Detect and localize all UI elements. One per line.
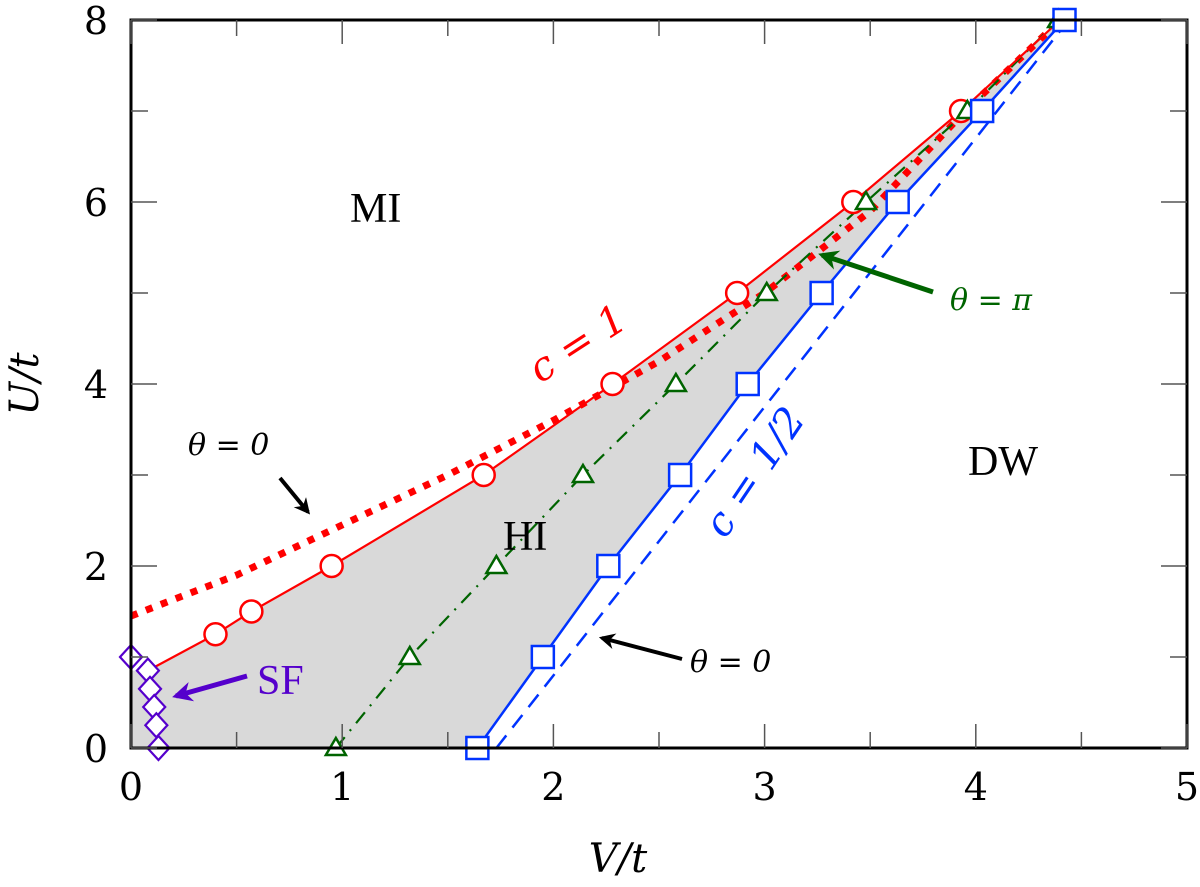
triangle-marker <box>853 189 879 211</box>
y-tick-label: 8 <box>84 0 108 43</box>
y-tick-label: 4 <box>84 363 108 407</box>
y-tick-label: 2 <box>84 545 108 589</box>
label-hi: HI <box>503 514 547 560</box>
label-sf: SF <box>257 658 304 704</box>
c-half-solid-line <box>476 19 1066 749</box>
x-tick-label: 5 <box>1175 765 1199 809</box>
x-tick-label: 4 <box>964 765 988 809</box>
c1-solid-line <box>147 19 1062 672</box>
y-tick-label: 0 <box>84 727 108 771</box>
triangle-marker <box>570 462 596 484</box>
square-marker <box>885 189 910 215</box>
label-theta-pi: θ = π <box>950 283 1033 318</box>
square-marker <box>667 462 693 488</box>
circle-marker <box>471 462 496 488</box>
square-marker <box>969 98 995 124</box>
y-tick-label: 6 <box>84 181 108 225</box>
label-mi: MI <box>350 186 401 232</box>
square-marker <box>735 371 760 397</box>
square-marker <box>596 553 621 579</box>
label-theta0-left: θ = 0 <box>188 428 269 463</box>
triangle-marker <box>484 553 509 575</box>
sf-arrow <box>172 673 248 702</box>
circle-marker <box>724 280 750 306</box>
theta0-left-arrow <box>278 476 311 515</box>
triangle-marker <box>754 280 779 302</box>
x-axis-title: V/t <box>589 836 648 882</box>
square-marker <box>530 644 556 670</box>
circle-marker <box>203 622 228 647</box>
x-tick-label: 3 <box>753 765 777 809</box>
label-dw: DW <box>968 439 1038 485</box>
c-half-theta0-dashed-line <box>495 19 1070 749</box>
circle-marker <box>239 599 264 624</box>
x-tick-label: 2 <box>541 765 565 809</box>
y-axis-title: U/t <box>2 351 48 415</box>
c1-theta0-dotted-line <box>129 17 1063 620</box>
theta0-right-arrow <box>598 633 683 661</box>
triangle-marker <box>397 644 422 666</box>
label-theta0-right: θ = 0 <box>690 645 771 680</box>
square-marker <box>809 280 834 306</box>
x-tick-label: 1 <box>330 765 354 809</box>
circle-marker <box>319 553 344 579</box>
circle-marker <box>600 371 625 397</box>
triangle-marker <box>663 371 689 393</box>
theta-pi-arrow <box>818 250 934 295</box>
x-tick-label: 0 <box>119 765 143 809</box>
hi-region-fill <box>131 20 1065 748</box>
